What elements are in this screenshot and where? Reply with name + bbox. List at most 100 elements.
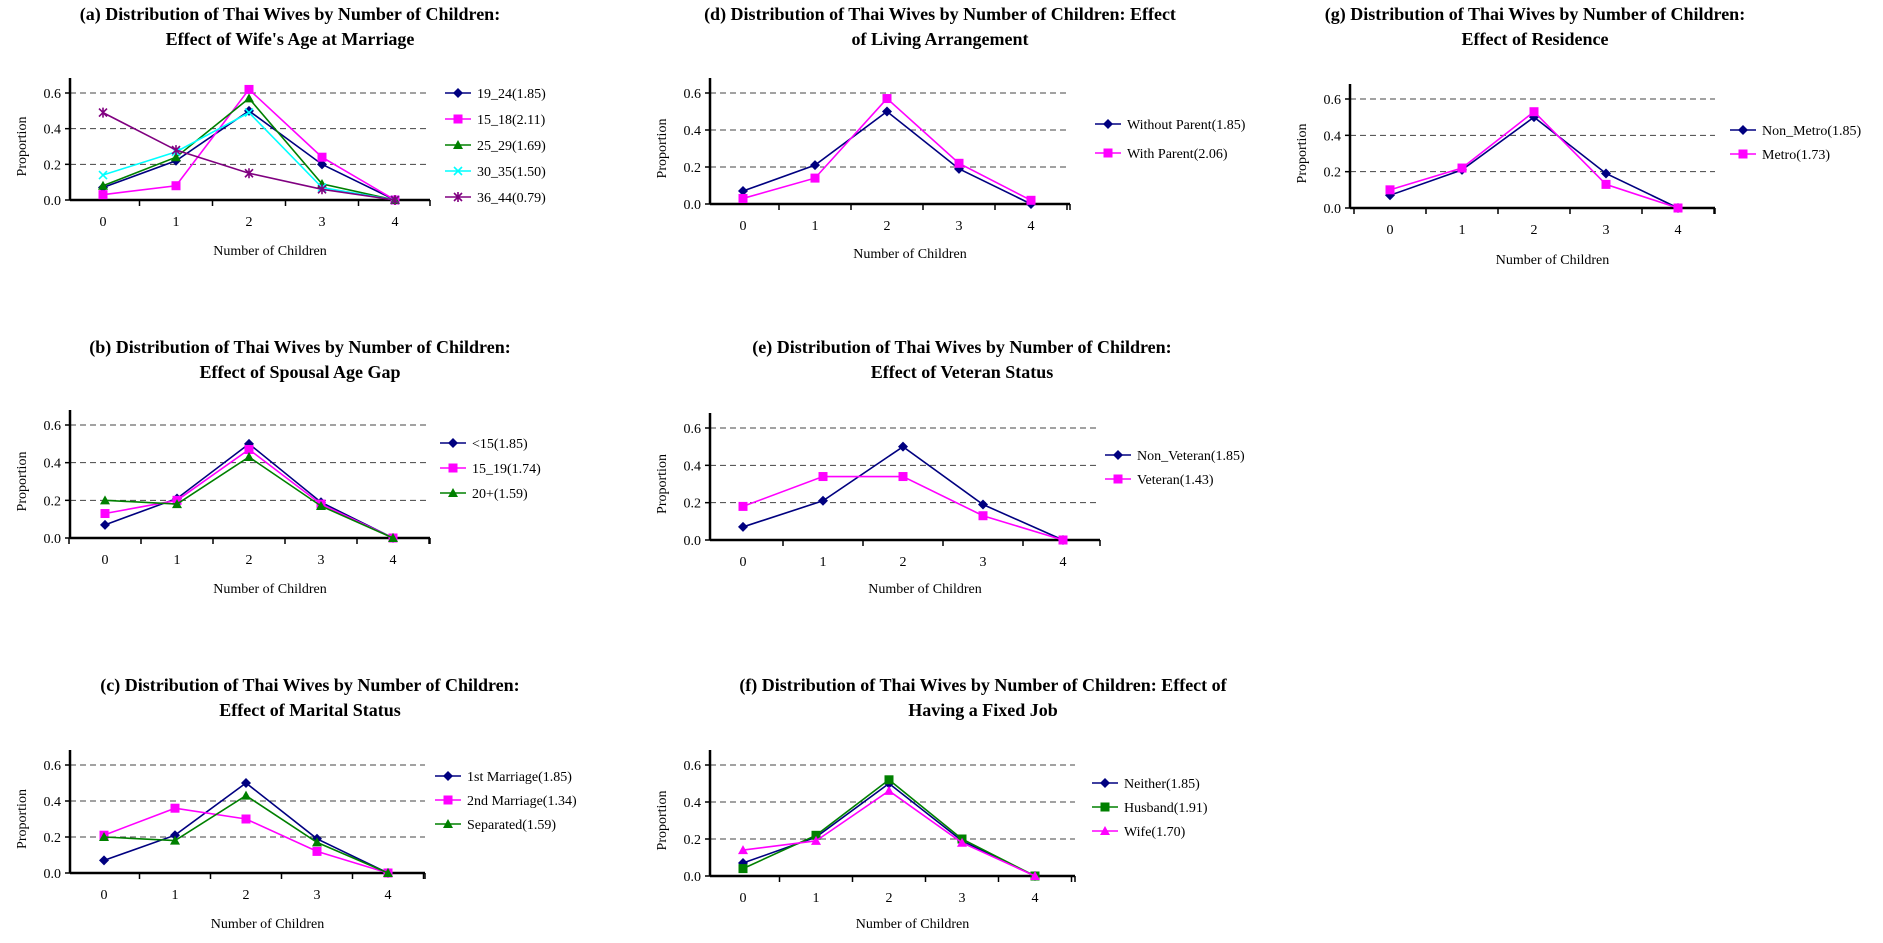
y-axis-title: Proportion [1295, 124, 1310, 184]
chart-title: (b) Distribution of Thai Wives by Number… [20, 335, 580, 385]
data-point [244, 84, 254, 94]
chart-title-line-1: (a) Distribution of Thai Wives by Number… [79, 4, 501, 24]
y-tick-label: 0.2 [1324, 166, 1342, 181]
legend-label: 36_44(0.79) [477, 191, 546, 206]
chart-panel-b: (b) Distribution of Thai Wives by Number… [0, 335, 600, 605]
data-point [312, 837, 322, 847]
legend-marker [453, 88, 463, 98]
x-tick-label: 3 [1603, 223, 1610, 238]
series-line [102, 111, 396, 201]
legend-marker [448, 463, 458, 473]
x-tick-label: 4 [1675, 223, 1682, 238]
x-tick-label: 1 [813, 891, 820, 906]
x-tick-label: 3 [980, 555, 987, 570]
x-tick-label: 0 [100, 215, 107, 230]
x-axis-title: Number of Children [1496, 253, 1610, 268]
legend-item: 20+(1.59) [440, 487, 528, 502]
legend-item: Wife(1.70) [1092, 825, 1186, 840]
data-point [244, 452, 254, 462]
chart-panel-e: (e) Distribution of Thai Wives by Number… [650, 335, 1250, 605]
legend-marker [1100, 826, 1110, 835]
data-point [954, 158, 964, 168]
series-1 [738, 441, 1068, 545]
data-point [390, 195, 400, 205]
x-tick-label: 4 [1032, 891, 1039, 906]
data-point [317, 159, 327, 170]
y-axis-title: Proportion [15, 789, 30, 849]
chart-title-line-1: (c) Distribution of Thai Wives by Number… [100, 675, 520, 695]
series-line [104, 448, 394, 539]
legend-marker [1100, 778, 1110, 788]
data-point [1058, 535, 1068, 545]
data-point [738, 501, 748, 511]
x-tick-label: 4 [390, 553, 397, 568]
chart-title-line-2: Effect of Marital Status [219, 700, 401, 720]
data-point [312, 846, 322, 856]
chart-svg: 0.0 0.2 0.4 0.6 0 1 2 3 4 Number of Children Propo… [655, 78, 1246, 262]
chart-svg: 0.0 0.2 0.4 0.6 0 1 2 3 4 Number of Children Propo… [15, 750, 577, 932]
legend-item: Metro(1.73) [1730, 148, 1830, 163]
x-tick-label: 2 [884, 219, 891, 234]
chart-title-line-1: (e) Distribution of Thai Wives by Number… [752, 337, 1172, 357]
x-tick-label: 2 [886, 891, 893, 906]
chart-svg: 0.0 0.2 0.4 0.6 0 1 2 3 4 Number of Children Propo… [655, 413, 1245, 597]
legend-label: 15_18(2.11) [477, 113, 546, 128]
x-tick-label: 4 [385, 888, 392, 903]
x-axis-title: Number of Children [211, 917, 325, 932]
x-tick-label: 1 [172, 888, 179, 903]
x-axis-title: Number of Children [213, 244, 327, 259]
chart-panel-c: (c) Distribution of Thai Wives by Number… [0, 673, 600, 943]
chart-panel-f: (f) Distribution of Thai Wives by Number… [650, 673, 1250, 943]
x-tick-label: 3 [956, 219, 963, 234]
y-tick-label: 0.6 [44, 87, 62, 102]
data-point [241, 778, 251, 788]
legend-label: Non_Veteran(1.85) [1137, 449, 1245, 464]
legend-marker [1738, 125, 1748, 135]
x-tick-label: 2 [243, 888, 250, 903]
chart-title-line-1: (f) Distribution of Thai Wives by Number… [739, 675, 1227, 695]
series-2 [98, 84, 400, 205]
data-point [317, 152, 327, 162]
legend-label: 2nd Marriage(1.34) [467, 794, 577, 809]
y-tick-label: 0.6 [684, 422, 702, 437]
y-tick-label: 0.0 [44, 867, 62, 882]
data-point [811, 835, 821, 845]
chart-title-line-2: Effect of Veteran Status [870, 362, 1054, 382]
x-tick-label: 2 [246, 553, 253, 568]
data-point [171, 145, 181, 156]
legend-item: 19_24(1.85) [445, 87, 546, 102]
x-axis-title: Number of Children [213, 582, 327, 597]
legend-marker [1103, 148, 1113, 158]
y-axis-title: Proportion [15, 452, 30, 512]
legend-marker [1738, 149, 1748, 159]
data-point [171, 152, 181, 162]
series-2 [738, 94, 1036, 205]
chart-svg: 0.0 0.2 0.4 0.6 0 1 2 3 4 Number of Children Propo… [15, 410, 541, 597]
legend-label: 1st Marriage(1.85) [467, 770, 572, 785]
x-tick-label: 3 [314, 888, 321, 903]
series-5 [98, 107, 400, 205]
x-tick-label: 2 [246, 215, 253, 230]
legend-marker [1100, 802, 1110, 812]
legend-label: Veteran(1.43) [1137, 473, 1214, 488]
data-point [316, 500, 326, 510]
series-line [104, 456, 394, 539]
legend-label: Wife(1.70) [1124, 825, 1186, 840]
y-tick-label: 0.4 [684, 124, 702, 139]
x-tick-label: 1 [812, 219, 819, 234]
y-tick-label: 0.4 [44, 123, 62, 138]
legend-item: 1st Marriage(1.85) [435, 770, 572, 785]
chart-title-line-2: Effect of Residence [1461, 29, 1609, 49]
data-point [98, 107, 108, 118]
legend-marker [1113, 474, 1123, 484]
data-point [882, 106, 892, 117]
legend-label: <15(1.85) [472, 437, 528, 452]
legend-marker [1113, 450, 1123, 460]
series-line [742, 475, 1064, 541]
legend-marker [448, 438, 458, 448]
y-tick-label: 0.6 [684, 87, 702, 102]
x-axis-title: Number of Children [856, 917, 970, 932]
x-tick-label: 0 [740, 891, 747, 906]
data-point [244, 168, 254, 179]
legend-marker [443, 771, 453, 781]
